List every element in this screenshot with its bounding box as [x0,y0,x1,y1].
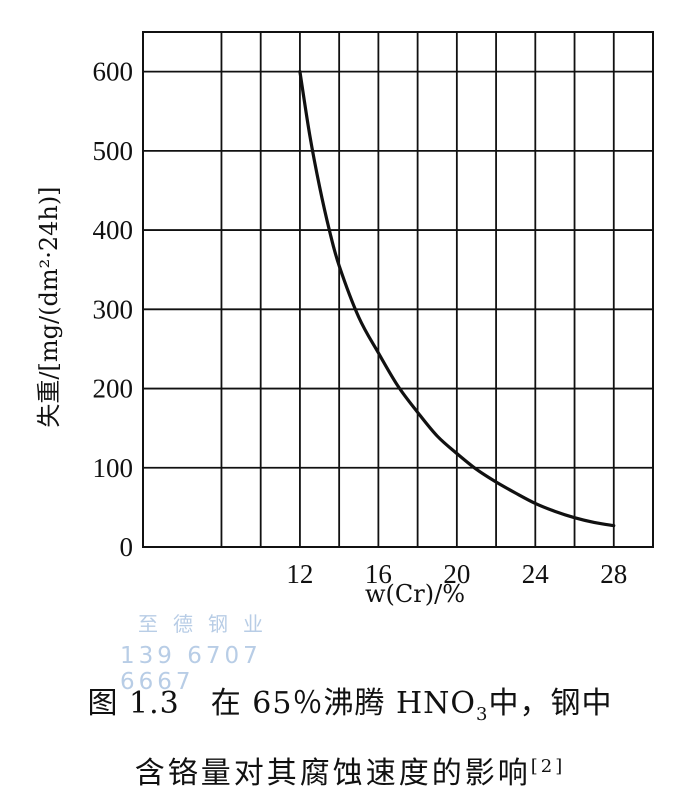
series-line [298,70,616,528]
watermark-company: 至德钢业 [138,612,278,636]
y-tick-label: 0 [120,532,134,562]
caption-text-a: 图 1.3 在 65％沸腾 HNO [87,686,477,721]
data-series [298,70,616,528]
figure-caption-line1: 图 1.3 在 65％沸腾 HNO3中，钢中 [0,678,700,725]
y-tick-label: 600 [93,57,134,87]
x-tick-label: 20 [443,559,470,589]
x-tick-label: 28 [600,559,627,589]
x-tick-label: 24 [522,559,550,589]
caption-reference: [2] [530,756,566,777]
caption-subscript: 3 [476,704,489,725]
y-tick-label: 200 [93,374,134,404]
chart: 0 100 200 300 400 500 600 12 16 20 24 28 w(Cr)/% 失… [35,31,654,608]
watermark-phone: 139 6707 6667 [120,643,262,695]
caption-text-b: 中，钢中 [488,686,613,721]
y-tick-label: 100 [93,453,134,483]
plot-frame [142,31,654,548]
y-tick-label: 500 [93,136,134,166]
y-tick-label: 300 [93,294,134,324]
x-axis-label: w(Cr)/% [365,580,465,608]
x-tick-label: 16 [365,559,392,589]
figure-caption-line2: 含铬量对其腐蚀速度的影响[2] [0,748,700,792]
grid-lines [143,32,653,547]
y-tick-labels: 0 100 200 300 400 500 600 [93,57,134,562]
plot-border [142,31,654,548]
caption-text-c: 含铬量对其腐蚀速度的影响 [134,756,531,791]
x-tick-label: 12 [286,559,313,589]
y-tick-label: 400 [93,215,134,245]
y-axis-label: 失重/[mg/(dm²·24h)] [35,186,63,427]
x-tick-labels: 12 16 20 24 28 [286,559,627,589]
